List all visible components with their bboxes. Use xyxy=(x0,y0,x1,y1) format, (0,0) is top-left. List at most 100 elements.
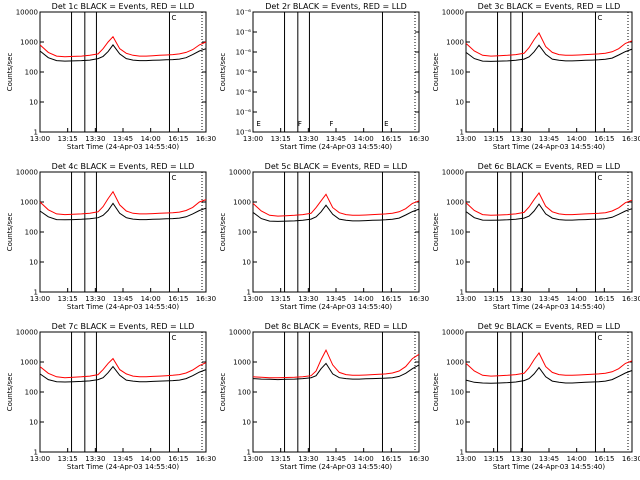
x-tick-label: 14:00 xyxy=(354,295,374,303)
panel-title: Det 9c BLACK = Events, RED = LLD xyxy=(478,322,621,331)
events-series-line xyxy=(465,44,633,62)
plot-frame xyxy=(252,331,420,453)
panel-title: Det 6c BLACK = Events, RED = LLD xyxy=(478,162,621,171)
top-marker: C xyxy=(597,174,602,182)
y-tick-label: 10000 xyxy=(229,169,251,177)
y-tick-label: 1 xyxy=(34,129,38,137)
y-tick-label: 100 xyxy=(238,229,251,237)
x-tick-label: 13:30 xyxy=(85,295,105,303)
x-tick-label: 13:30 xyxy=(511,135,531,143)
events-series-line xyxy=(39,365,207,383)
x-axis-label: Start Time (24-Apr-03 14:55:40) xyxy=(67,463,179,471)
x-tick-label: 16:30 xyxy=(196,455,216,463)
x-tick-label: 16:15 xyxy=(168,455,188,463)
x-tick-label: 13:00 xyxy=(243,295,263,303)
x-axis-label: Start Time (24-Apr-03 14:55:40) xyxy=(67,303,179,311)
y-tick-label: 10000 xyxy=(442,329,464,337)
x-axis-label: Start Time (24-Apr-03 14:55:40) xyxy=(280,303,392,311)
x-tick-label: 13:00 xyxy=(30,295,50,303)
x-tick-label: 13:45 xyxy=(326,135,346,143)
x-tick-label: 16:30 xyxy=(196,135,216,143)
y-tick-label: 10 xyxy=(242,259,251,267)
x-tick-label: 13:30 xyxy=(511,455,531,463)
panel-det-2: Det 2r BLACK = Events, RED = LLD 10⁻⁶ 10⁻⁶… xyxy=(219,2,429,151)
x-tick-label: 14:00 xyxy=(567,135,587,143)
x-tick-label: 16:30 xyxy=(409,455,429,463)
x-tick-label: 16:30 xyxy=(622,135,640,143)
x-tick-label: 13:15 xyxy=(484,455,504,463)
y-tick-label: 10 xyxy=(29,259,38,267)
x-tick-label: 13:15 xyxy=(58,455,78,463)
panel-det-9: Det 9c BLACK = Events, RED = LLD 1 10 100 10… xyxy=(432,322,640,471)
lld-series-line xyxy=(465,32,633,57)
y-tick-label: 10⁻⁶ xyxy=(236,29,252,37)
x-axis-label: Start Time (24-Apr-03 14:55:40) xyxy=(493,463,605,471)
events-series-line xyxy=(252,362,420,381)
y-tick-label: 10000 xyxy=(442,169,464,177)
x-tick-label: 13:15 xyxy=(58,295,78,303)
x-tick-label: 13:00 xyxy=(456,135,476,143)
x-tick-label: 14:00 xyxy=(141,455,161,463)
y-tick-label: 1 xyxy=(34,449,38,457)
y-tick-label: 1000 xyxy=(446,359,464,367)
y-tick-label: 10⁻⁶ xyxy=(236,129,252,137)
y-axis-label: Counts/sec xyxy=(432,213,440,252)
panel-title: Det 2r BLACK = Events, RED = LLD xyxy=(265,2,407,11)
x-tick-label: 14:00 xyxy=(354,455,374,463)
x-tick-label: 14:00 xyxy=(354,135,374,143)
x-tick-label: 16:15 xyxy=(594,295,614,303)
x-tick-label: 14:00 xyxy=(141,135,161,143)
x-axis-label: Start Time (24-Apr-03 14:55:40) xyxy=(280,143,392,151)
y-tick-label: 100 xyxy=(25,229,38,237)
y-tick-label: 10⁻⁶ xyxy=(236,69,252,77)
plot-frame xyxy=(39,11,207,133)
y-tick-label: 1 xyxy=(460,449,464,457)
x-tick-label: 16:15 xyxy=(594,455,614,463)
panel-title: Det 3c BLACK = Events, RED = LLD xyxy=(478,2,621,11)
top-marker: C xyxy=(597,14,602,22)
bottom-marker: F xyxy=(298,120,302,128)
x-tick-label: 14:00 xyxy=(567,455,587,463)
y-tick-label: 1000 xyxy=(20,39,38,47)
x-tick-label: 13:00 xyxy=(30,455,50,463)
x-axis-label: Start Time (24-Apr-03 14:55:40) xyxy=(493,143,605,151)
lld-series-line xyxy=(252,193,420,217)
panel-det-3: Det 3c BLACK = Events, RED = LLD 1 10 100 10… xyxy=(432,2,640,151)
x-tick-label: 13:30 xyxy=(298,295,318,303)
y-tick-label: 1 xyxy=(34,289,38,297)
x-tick-label: 13:30 xyxy=(85,135,105,143)
x-axis-label: Start Time (24-Apr-03 14:55:40) xyxy=(280,463,392,471)
y-tick-label: 100 xyxy=(451,69,464,77)
x-tick-label: 13:15 xyxy=(271,135,291,143)
x-tick-label: 16:15 xyxy=(381,455,401,463)
y-tick-label: 10000 xyxy=(16,329,38,337)
y-tick-label: 1000 xyxy=(20,359,38,367)
x-tick-label: 13:45 xyxy=(113,455,133,463)
x-tick-label: 13:00 xyxy=(243,135,263,143)
x-tick-label: 16:30 xyxy=(622,295,640,303)
y-tick-label: 10⁻⁶ xyxy=(236,9,252,17)
plot-frame xyxy=(252,171,420,293)
plot-frame xyxy=(39,171,207,293)
y-axis-label: Counts/sec xyxy=(6,53,14,92)
y-tick-label: 100 xyxy=(25,389,38,397)
x-tick-label: 14:00 xyxy=(567,295,587,303)
x-tick-label: 13:30 xyxy=(298,135,318,143)
y-tick-label: 10⁻⁶ xyxy=(236,49,252,57)
x-tick-label: 13:45 xyxy=(539,135,559,143)
y-axis-label: Counts/sec xyxy=(6,373,14,412)
plot-frame xyxy=(252,11,420,133)
lld-series-line xyxy=(465,352,633,377)
y-tick-label: 1 xyxy=(460,129,464,137)
y-axis-label: Counts/sec xyxy=(6,213,14,252)
x-tick-label: 13:15 xyxy=(484,135,504,143)
y-tick-label: 10000 xyxy=(16,9,38,17)
y-axis-label: Counts/sec xyxy=(432,373,440,412)
x-tick-label: 13:30 xyxy=(511,295,531,303)
y-tick-label: 1 xyxy=(247,289,251,297)
panel-title: Det 8c BLACK = Events, RED = LLD xyxy=(265,322,408,331)
y-tick-label: 100 xyxy=(451,229,464,237)
bottom-marker: E xyxy=(384,120,388,128)
y-axis-label: Counts/sec xyxy=(219,373,227,412)
